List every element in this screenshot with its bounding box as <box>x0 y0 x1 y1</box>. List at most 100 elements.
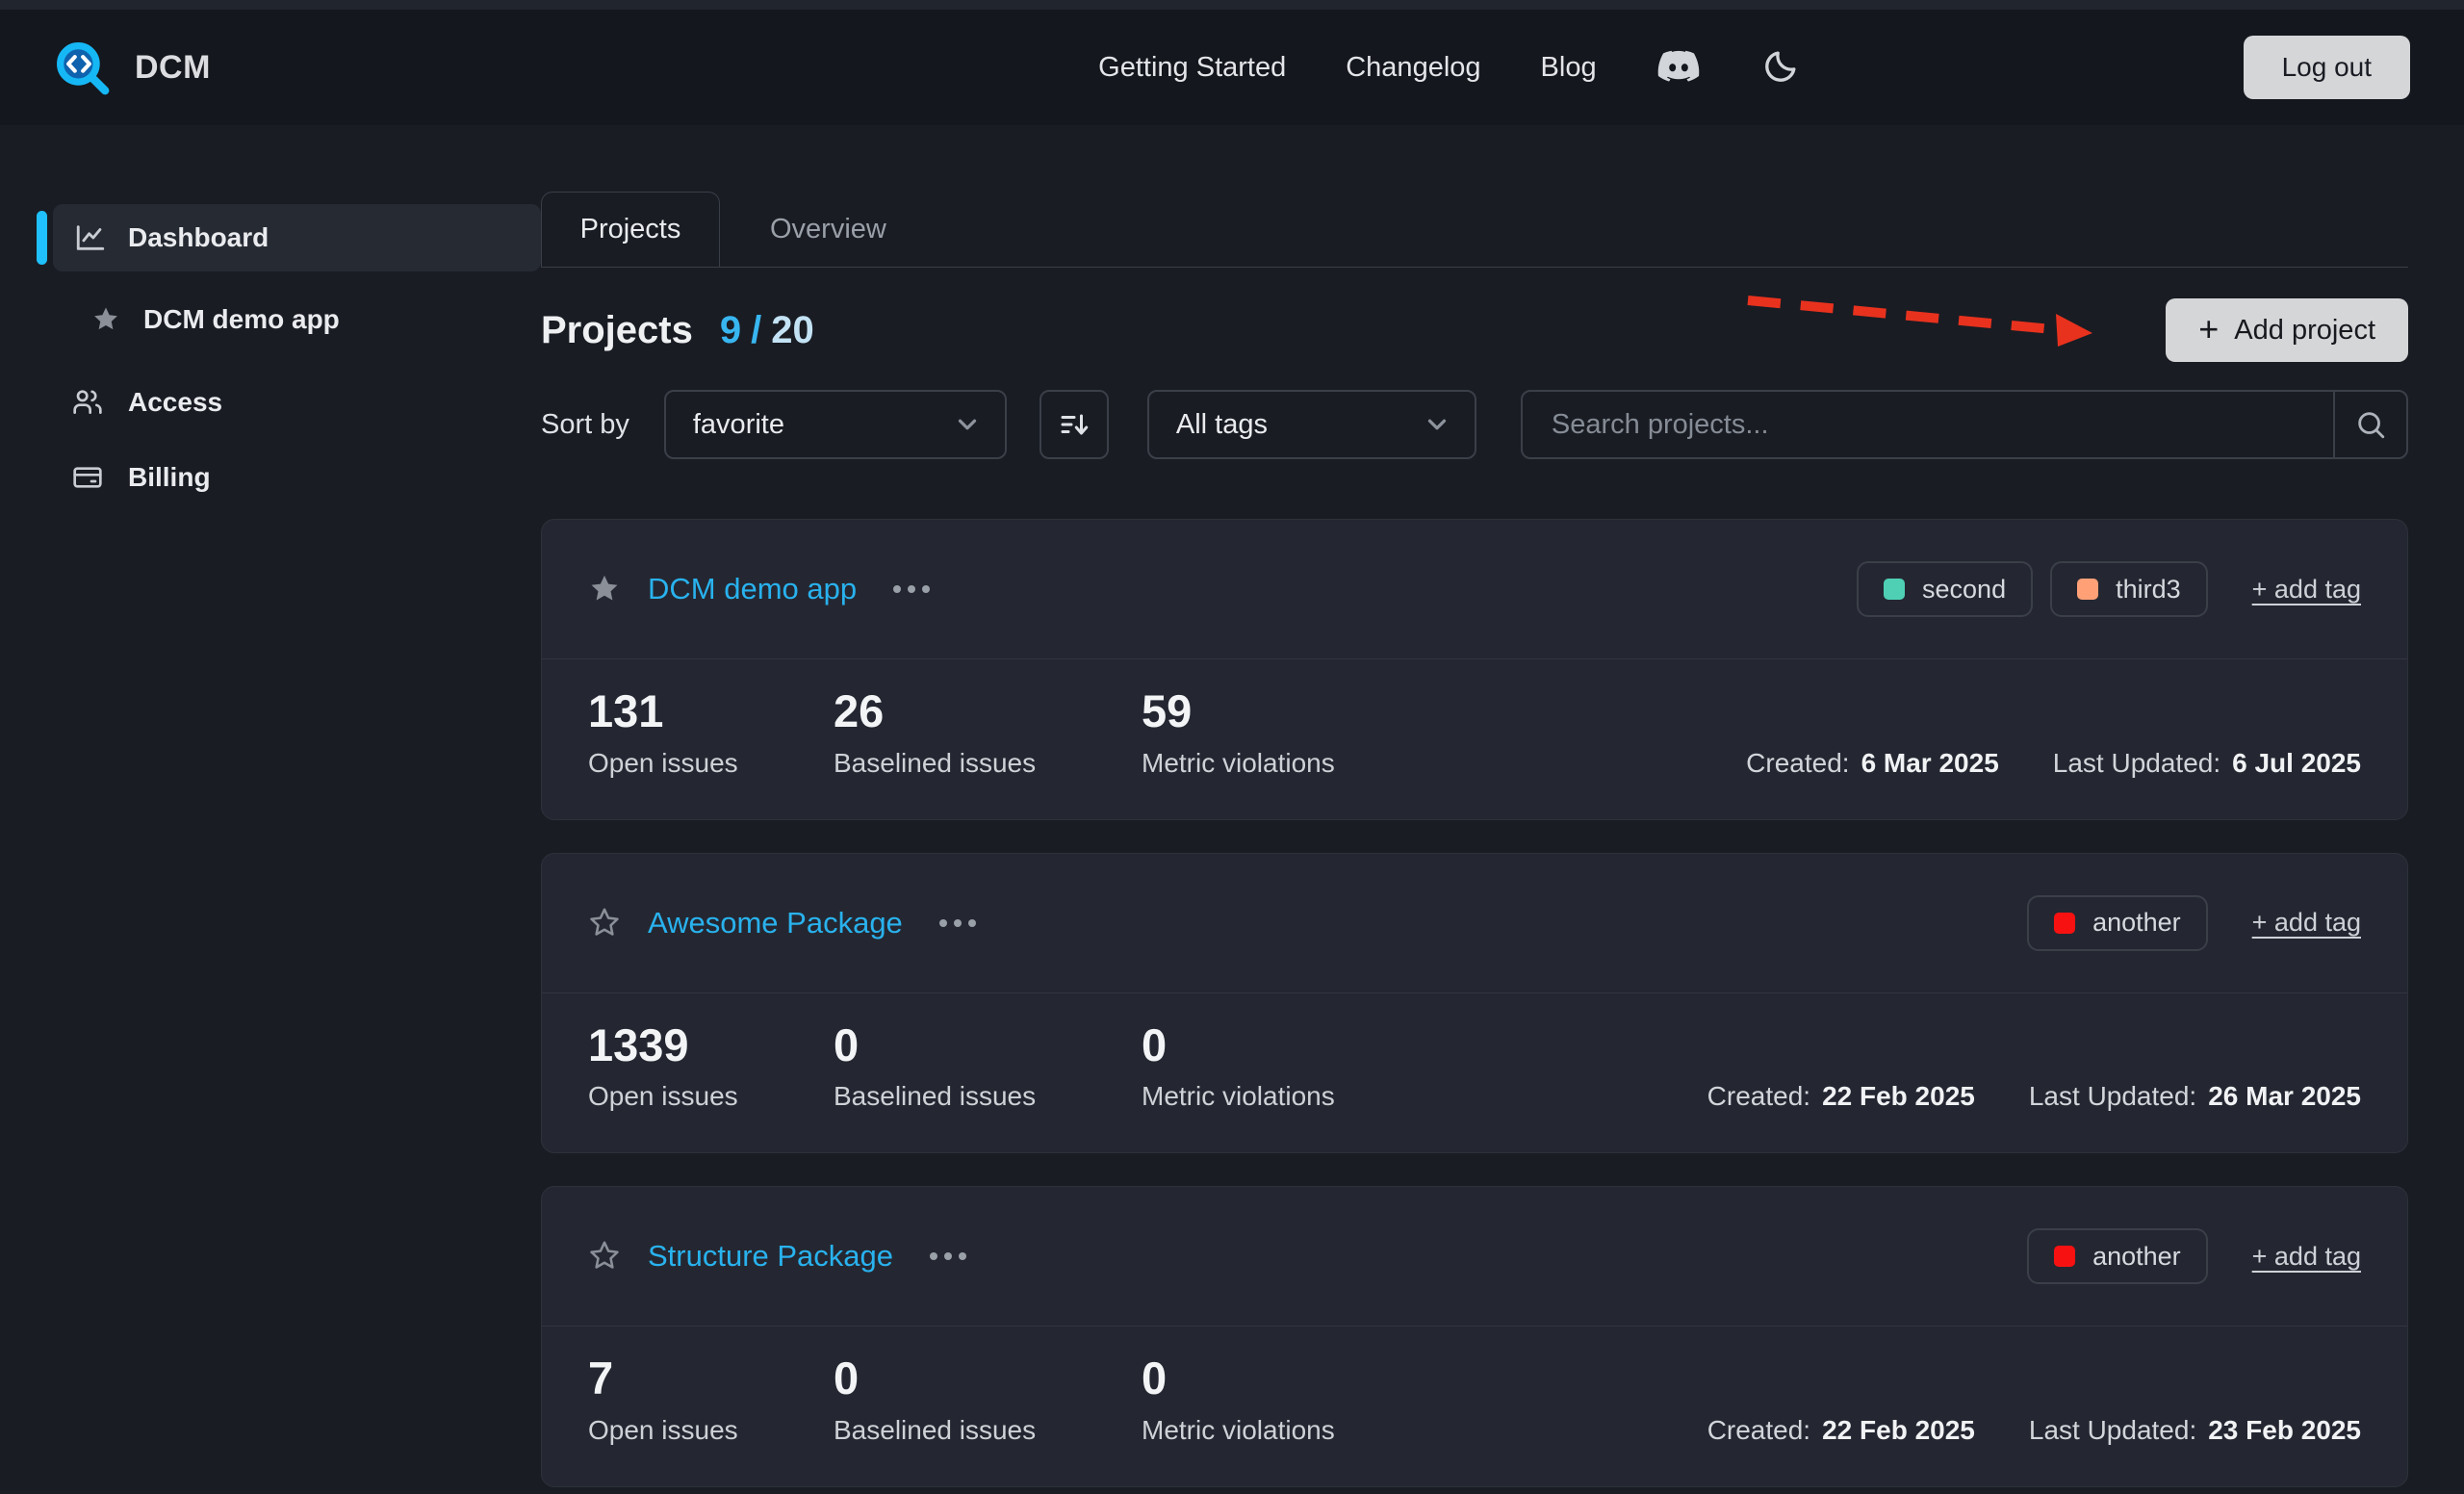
add-project-label: Add project <box>2234 315 2375 347</box>
updated-date: 23 Feb 2025 <box>2208 1415 2361 1445</box>
project-card-body: 7 Open issues 0 Baselined issues 0 Metri… <box>542 1327 2407 1486</box>
sidebar-item-billing[interactable]: Billing <box>37 451 541 504</box>
active-item-indicator <box>37 211 47 265</box>
open-issues-label: Open issues <box>588 1415 834 1446</box>
add-project-button[interactable]: + Add project <box>2166 298 2408 362</box>
baselined-issues-label: Baselined issues <box>834 1081 1142 1112</box>
search-icon <box>2354 408 2387 441</box>
sort-order-button[interactable] <box>1040 390 1109 459</box>
open-issues-count: 7 <box>588 1353 834 1404</box>
created-date: 22 Feb 2025 <box>1822 1081 1975 1111</box>
open-issues-count: 1339 <box>588 1020 834 1070</box>
nav-link-changelog[interactable]: Changelog <box>1346 52 1480 84</box>
brand[interactable]: DCM <box>54 39 211 95</box>
updated-date: 26 Mar 2025 <box>2208 1081 2361 1111</box>
project-dates: Created:22 Feb 2025 Last Updated:23 Feb … <box>1707 1415 2361 1446</box>
plus-icon: + <box>2198 312 2219 347</box>
star-filled-icon <box>91 305 120 334</box>
open-issues-label: Open issues <box>588 748 834 779</box>
project-card: Awesome Package another + add tag 1339 O… <box>541 853 2408 1154</box>
nav-link-getting-started[interactable]: Getting Started <box>1098 52 1286 84</box>
favorite-star-outline-icon[interactable] <box>588 907 621 940</box>
open-issues-label: Open issues <box>588 1081 834 1112</box>
project-card: Structure Package another + add tag 7 Op… <box>541 1186 2408 1487</box>
top-navbar: DCM Getting Started Changelog Blog Log o… <box>0 10 2464 125</box>
search-button[interactable] <box>2333 392 2406 457</box>
sidebar: Dashboard DCM demo app Access <box>0 125 541 1494</box>
tag-color-swatch <box>1884 579 1905 600</box>
project-dates: Created:6 Mar 2025 Last Updated:6 Jul 20… <box>1746 748 2361 779</box>
more-options-icon[interactable] <box>936 910 980 937</box>
project-name-link[interactable]: DCM demo app <box>648 572 857 606</box>
updated-date: 6 Jul 2025 <box>2232 748 2361 778</box>
project-card-body: 1339 Open issues 0 Baselined issues 0 Me… <box>542 993 2407 1153</box>
add-tag-link[interactable]: + add tag <box>2252 1242 2361 1272</box>
project-card-header: Structure Package another + add tag <box>542 1187 2407 1326</box>
tag-color-swatch <box>2054 913 2075 934</box>
baselined-issues-count: 0 <box>834 1353 1142 1404</box>
sidebar-item-label: DCM demo app <box>143 304 340 335</box>
created-date: 6 Mar 2025 <box>1861 748 1999 778</box>
red-dashed-arrow-annotation <box>1742 285 2108 352</box>
projects-heading-row: Projects 9/20 + Add project <box>541 298 2408 362</box>
search-input[interactable] <box>1523 392 2333 457</box>
metric-violations-label: Metric violations <box>1142 1081 1335 1112</box>
project-card-header: Awesome Package another + add tag <box>542 854 2407 992</box>
main-content: Projects Overview Projects 9/20 + Add pr… <box>541 125 2464 1494</box>
favorite-star-filled-icon[interactable] <box>588 573 621 605</box>
tag-color-swatch <box>2077 579 2098 600</box>
sidebar-item-label: Billing <box>128 462 211 493</box>
sidebar-item-label: Access <box>128 387 222 418</box>
more-options-icon[interactable] <box>926 1243 970 1270</box>
credit-card-icon <box>72 462 103 493</box>
baselined-issues-label: Baselined issues <box>834 1415 1142 1446</box>
users-icon <box>72 387 103 418</box>
project-name-link[interactable]: Structure Package <box>648 1239 893 1274</box>
tags-filter-value: All tags <box>1176 409 1268 441</box>
tag-color-swatch <box>2054 1246 2075 1267</box>
search-box <box>1521 390 2408 459</box>
tag-pill: second <box>1857 561 2033 617</box>
line-chart-icon <box>74 221 107 254</box>
open-issues-count: 131 <box>588 686 834 736</box>
sidebar-item-dashboard[interactable]: Dashboard <box>53 204 541 271</box>
baselined-issues-count: 0 <box>834 1020 1142 1070</box>
baselined-issues-label: Baselined issues <box>834 748 1142 779</box>
sidebar-item-dcm-demo-app[interactable]: DCM demo app <box>37 293 541 347</box>
favorite-star-outline-icon[interactable] <box>588 1240 621 1273</box>
created-date: 22 Feb 2025 <box>1822 1415 1975 1445</box>
navbar-links: Getting Started Changelog Blog Log out <box>1098 36 2410 99</box>
tab-projects[interactable]: Projects <box>541 192 720 267</box>
project-dates: Created:22 Feb 2025 Last Updated:26 Mar … <box>1707 1081 2361 1112</box>
tags-filter-select[interactable]: All tags <box>1147 390 1476 459</box>
tag-pill: third3 <box>2050 561 2208 617</box>
project-card-body: 131 Open issues 26 Baselined issues 59 M… <box>542 659 2407 819</box>
logout-button[interactable]: Log out <box>2244 36 2410 99</box>
add-tag-link[interactable]: + add tag <box>2252 908 2361 938</box>
project-name-link[interactable]: Awesome Package <box>648 906 903 940</box>
tab-bar: Projects Overview <box>541 192 2408 268</box>
baselined-issues-count: 26 <box>834 686 1142 736</box>
project-card: DCM demo app second third3 + add tag <box>541 519 2408 820</box>
chevron-down-icon <box>1423 410 1451 439</box>
sidebar-item-access[interactable]: Access <box>37 375 541 429</box>
nav-link-blog[interactable]: Blog <box>1541 52 1597 84</box>
tab-overview[interactable]: Overview <box>720 192 937 267</box>
discord-icon[interactable] <box>1656 45 1701 90</box>
metric-violations-count: 59 <box>1142 686 1335 736</box>
sort-descending-icon <box>1057 407 1091 442</box>
metric-violations-count: 0 <box>1142 1020 1335 1070</box>
dark-mode-moon-icon[interactable] <box>1760 48 1799 87</box>
metric-violations-label: Metric violations <box>1142 748 1335 779</box>
sort-select[interactable]: favorite <box>664 390 1007 459</box>
add-tag-link[interactable]: + add tag <box>2252 575 2361 605</box>
sort-select-value: favorite <box>693 409 784 441</box>
brand-name: DCM <box>135 49 211 87</box>
sort-by-label: Sort by <box>541 409 629 441</box>
metric-violations-label: Metric violations <box>1142 1415 1335 1446</box>
more-options-icon[interactable] <box>889 576 934 603</box>
tag-pill: another <box>2027 1228 2208 1284</box>
chevron-down-icon <box>953 410 982 439</box>
tag-pill: another <box>2027 895 2208 951</box>
window-top-strip <box>0 0 2464 10</box>
